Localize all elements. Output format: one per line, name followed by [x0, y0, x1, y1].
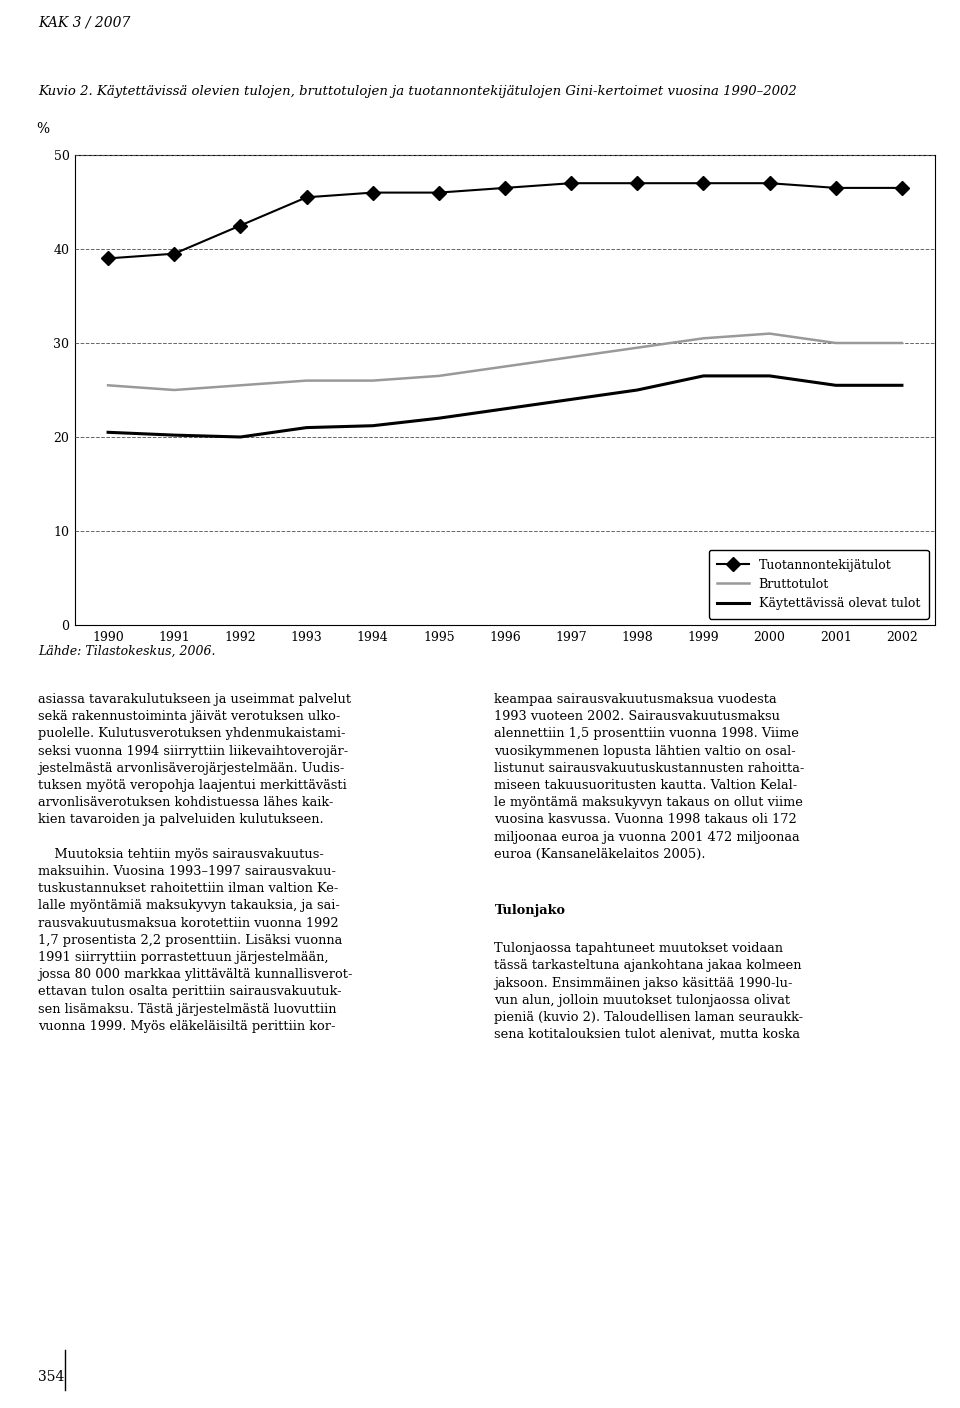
Käytettävissä olevat tulot [632, 382, 643, 398]
Text: keampaa sairausvakuutusmaksua vuodesta
1993 vuoteen 2002. Sairausvakuutusmaksu
a: keampaa sairausvakuutusmaksua vuodesta 1… [494, 693, 804, 860]
Käytettävissä olevat tulot [565, 391, 577, 408]
Käytettävissä olevat tulot [433, 410, 444, 427]
Text: Tulonjako: Tulonjako [494, 904, 565, 917]
Tuotannontekijätulot [632, 175, 643, 191]
Tuotannontekijätulot [764, 175, 776, 191]
Käytettävissä olevat tulot [830, 377, 842, 394]
Bruttotulot [698, 329, 709, 346]
Bruttotulot [168, 382, 180, 398]
Bruttotulot [234, 377, 246, 394]
Text: Kuvio 2. Käytettävissä olevien tulojen, bruttotulojen ja tuotannontekijätulojen : Kuvio 2. Käytettävissä olevien tulojen, … [38, 84, 797, 99]
Käytettävissä olevat tulot [300, 420, 312, 436]
Line: Tuotannontekijätulot: Tuotannontekijätulot [104, 179, 907, 263]
Text: Tulonjaossa tapahtuneet muutokset voidaan
tässä tarkasteltuna ajankohtana jakaa : Tulonjaossa tapahtuneet muutokset voidaa… [494, 942, 804, 1042]
Text: KAK 3 / 2007: KAK 3 / 2007 [38, 15, 131, 30]
Bruttotulot [632, 339, 643, 356]
Bruttotulot [103, 377, 114, 394]
Tuotannontekijätulot [300, 189, 312, 206]
Käytettävissä olevat tulot [103, 424, 114, 441]
Bruttotulot [897, 335, 908, 352]
Käytettävissä olevat tulot [499, 400, 511, 417]
Tuotannontekijätulot [168, 245, 180, 262]
Tuotannontekijätulot [103, 251, 114, 268]
Bruttotulot [367, 372, 378, 389]
Text: Lähde: Tilastokeskus, 2006.: Lähde: Tilastokeskus, 2006. [38, 645, 216, 658]
Tuotannontekijätulot [565, 175, 577, 191]
Bruttotulot [300, 372, 312, 389]
Tuotannontekijätulot [433, 184, 444, 201]
Tuotannontekijätulot [698, 175, 709, 191]
Bruttotulot [433, 367, 444, 384]
Käytettävissä olevat tulot [698, 367, 709, 384]
Line: Bruttotulot: Bruttotulot [108, 334, 902, 390]
Bruttotulot [499, 358, 511, 375]
Käytettävissä olevat tulot [897, 377, 908, 394]
Tuotannontekijätulot [897, 179, 908, 196]
Tuotannontekijätulot [367, 184, 378, 201]
Käytettävissä olevat tulot [234, 428, 246, 445]
Legend: Tuotannontekijätulot, Bruttotulot, Käytettävissä olevat tulot: Tuotannontekijätulot, Bruttotulot, Käyte… [708, 549, 928, 618]
Text: asiassa tavarakulutukseen ja useimmat palvelut
sekä rakennustoiminta jäivät vero: asiassa tavarakulutukseen ja useimmat pa… [38, 693, 353, 1033]
Tuotannontekijätulot [499, 179, 511, 196]
Käytettävissä olevat tulot [367, 417, 378, 434]
Käytettävissä olevat tulot [168, 427, 180, 444]
Line: Käytettävissä olevat tulot: Käytettävissä olevat tulot [108, 376, 902, 436]
Text: %: % [36, 122, 49, 137]
Bruttotulot [764, 325, 776, 342]
Bruttotulot [565, 349, 577, 366]
Tuotannontekijätulot [234, 217, 246, 234]
Bruttotulot [830, 335, 842, 352]
Käytettävissä olevat tulot [764, 367, 776, 384]
Text: 354: 354 [38, 1370, 64, 1384]
Tuotannontekijätulot [830, 179, 842, 196]
